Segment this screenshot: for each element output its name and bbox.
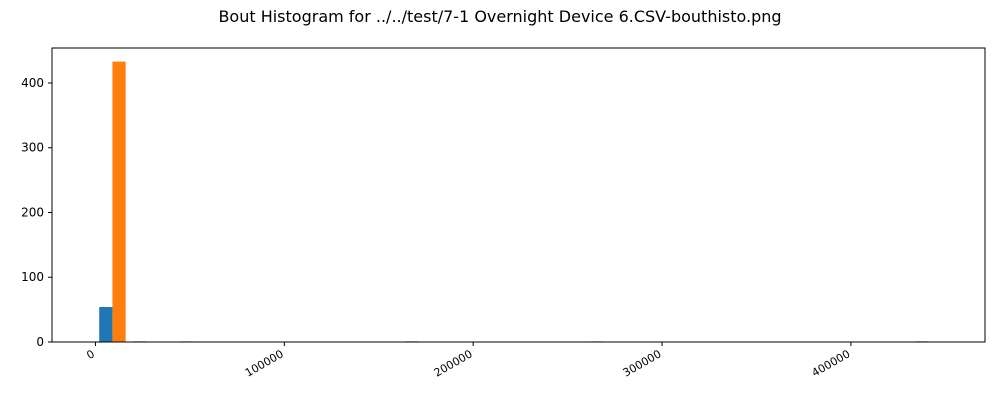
y-axis: 0 100 200 300 400 (21, 76, 52, 349)
y-tick-label: 200 (21, 205, 44, 219)
x-axis: 0 100000 200000 300000 400000 (84, 342, 852, 380)
y-tick-label: 100 (21, 270, 44, 284)
bars-group (99, 61, 929, 342)
x-tick-label: 0 (84, 347, 97, 362)
x-tick-label: 300000 (621, 347, 664, 379)
histogram-bar-s1-0 (112, 61, 126, 342)
y-tick-label: 300 (21, 141, 44, 155)
plot-frame (51, 47, 986, 343)
histogram-bar-s0-0 (99, 307, 113, 342)
x-tick-label: 100000 (243, 347, 286, 379)
x-tick-label: 400000 (810, 347, 853, 379)
y-tick-label: 0 (36, 335, 44, 349)
x-tick-label: 200000 (432, 347, 475, 379)
chart-title: Bout Histogram for ../../test/7-1 Overni… (218, 7, 781, 26)
y-tick-label: 400 (21, 76, 44, 90)
